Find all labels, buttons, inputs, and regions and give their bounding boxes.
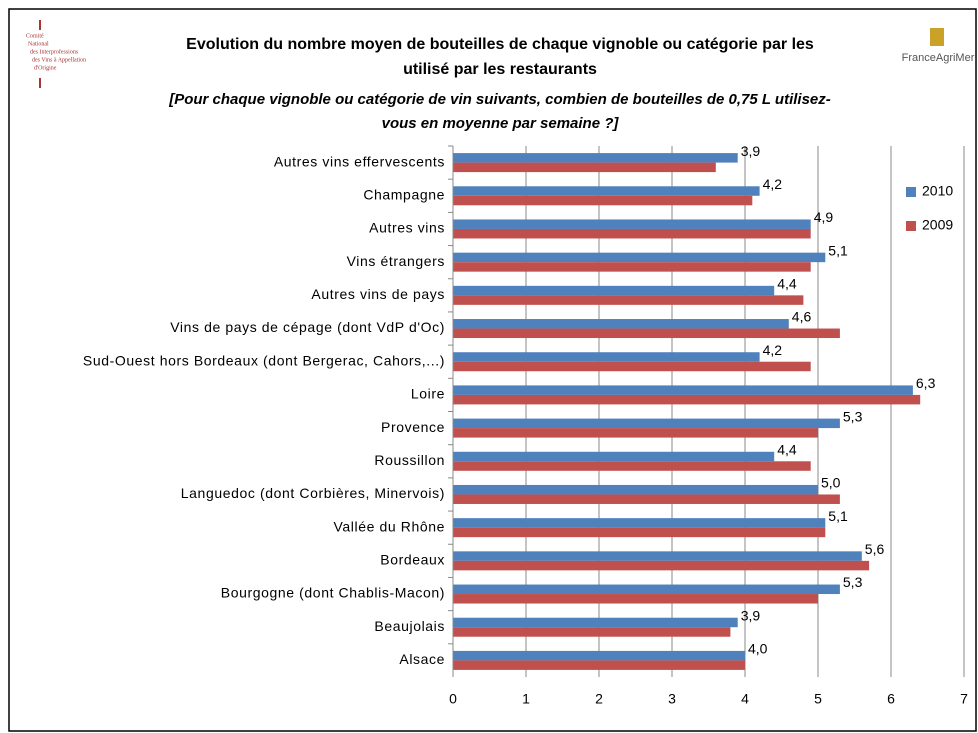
logo-left-text: Comité xyxy=(26,33,44,39)
logo-icon xyxy=(930,28,944,46)
frame xyxy=(8,8,977,732)
logo-left-text: d'Origine xyxy=(34,65,57,71)
bar xyxy=(453,195,753,206)
logo-left-text: National xyxy=(28,41,49,47)
bar xyxy=(453,162,716,173)
bar xyxy=(453,252,826,263)
x-tick-label: 5 xyxy=(814,691,822,707)
y-tick-label: Vallée du Rhône xyxy=(334,518,445,534)
bar xyxy=(453,285,775,296)
y-tick-label: Vins de pays de cépage (dont VdP d'Oc) xyxy=(170,319,445,335)
chart-title: utilisé par les restaurants xyxy=(403,61,597,78)
y-tick-label: Bordeaux xyxy=(380,552,445,568)
bar xyxy=(453,650,745,661)
y-tick-label: Loire xyxy=(411,386,445,402)
y-tick-label: Languedoc (dont Corbières, Minervois) xyxy=(181,485,445,501)
bar xyxy=(453,527,826,538)
value-label: 5,3 xyxy=(843,408,863,424)
x-tick-label: 3 xyxy=(668,691,676,707)
logo-left-text: des Vins à Appellation xyxy=(32,57,86,63)
bar xyxy=(453,153,738,163)
bar xyxy=(453,186,760,196)
y-tick-label: Roussillon xyxy=(374,452,445,468)
legend-swatch xyxy=(906,221,916,231)
legend-label: 2010 xyxy=(922,183,953,199)
y-tick-label: Provence xyxy=(381,419,445,435)
y-tick-label: Vins étrangers xyxy=(347,253,445,269)
y-tick-label: Bourgogne (dont Chablis-Macon) xyxy=(221,585,445,601)
y-tick-label: Alsace xyxy=(399,651,445,667)
x-tick-label: 1 xyxy=(522,691,530,707)
bar xyxy=(453,385,913,395)
chart-subtitle: vous en moyenne par semaine ?] xyxy=(382,115,620,132)
legend-label: 2009 xyxy=(922,217,953,233)
x-tick-label: 2 xyxy=(595,691,603,707)
x-tick-label: 6 xyxy=(887,691,895,707)
y-tick-label: Beaujolais xyxy=(374,618,445,634)
bar xyxy=(453,219,811,229)
value-label: 4,2 xyxy=(763,176,783,192)
bar xyxy=(453,551,862,561)
bar xyxy=(453,518,826,528)
value-label: 4,6 xyxy=(792,309,812,325)
value-label: 3,9 xyxy=(741,607,761,623)
value-label: 4,0 xyxy=(748,641,768,657)
value-label: 4,4 xyxy=(777,441,797,457)
value-label: 5,0 xyxy=(821,475,841,491)
x-tick-label: 7 xyxy=(960,691,968,707)
value-label: 4,4 xyxy=(777,276,797,292)
x-tick-label: 4 xyxy=(741,691,749,707)
bar xyxy=(453,660,745,670)
bar xyxy=(453,352,760,362)
value-label: 5,6 xyxy=(865,541,885,557)
value-label: 5,1 xyxy=(828,508,848,524)
chart-title: Evolution du nombre moyen de bouteilles … xyxy=(186,36,814,53)
x-tick-label: 0 xyxy=(449,691,457,707)
bar xyxy=(453,228,811,239)
bar xyxy=(453,262,811,272)
bar xyxy=(453,361,811,372)
bar xyxy=(453,451,775,462)
bar xyxy=(453,319,789,329)
bar xyxy=(453,428,818,438)
bar xyxy=(453,560,870,571)
y-tick-label: Champagne xyxy=(363,186,445,202)
bar xyxy=(453,594,818,604)
y-tick-label: Autres vins de pays xyxy=(311,286,445,302)
bar xyxy=(453,328,840,339)
bar xyxy=(453,484,818,495)
bar xyxy=(453,584,840,595)
bar xyxy=(453,295,804,305)
legend-swatch xyxy=(906,187,916,197)
value-label: 5,3 xyxy=(843,574,863,590)
value-label: 3,9 xyxy=(741,143,761,159)
bar xyxy=(453,494,840,504)
bar xyxy=(453,617,738,628)
bar xyxy=(453,418,840,429)
logo-right: FranceAgriMer xyxy=(902,52,975,64)
y-tick-label: Autres vins xyxy=(369,220,445,236)
value-label: 6,3 xyxy=(916,375,936,391)
value-label: 5,1 xyxy=(828,242,848,258)
y-tick-label: Sud-Ouest hors Bordeaux (dont Bergerac, … xyxy=(83,352,445,368)
logo-left-text: des Interprofessions xyxy=(30,48,79,55)
value-label: 4,2 xyxy=(763,342,783,358)
bar xyxy=(453,461,811,471)
value-label: 4,9 xyxy=(814,209,834,225)
chart-subtitle: [Pour chaque vignoble ou catégorie de vi… xyxy=(168,91,831,108)
bar xyxy=(453,394,921,405)
y-tick-label: Autres vins effervescents xyxy=(274,153,445,169)
bar xyxy=(453,627,731,637)
